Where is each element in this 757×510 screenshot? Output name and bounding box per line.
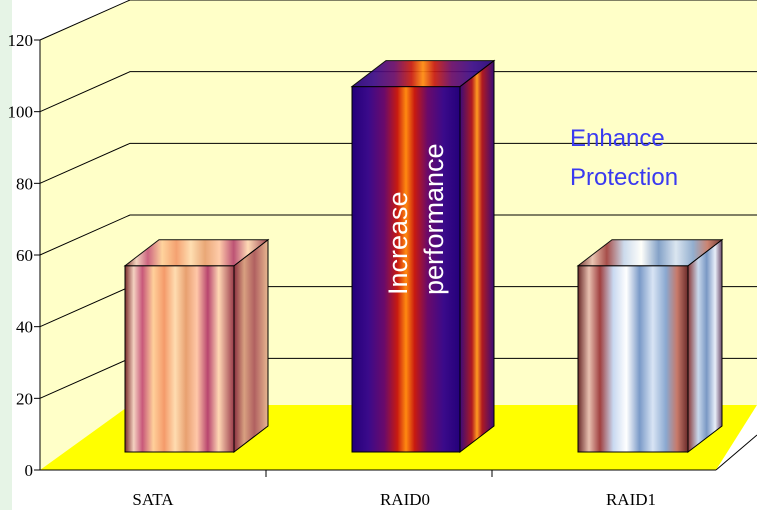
bar-front-face	[577, 265, 689, 453]
bar-raid0	[350, 59, 496, 454]
bar-side-face	[233, 238, 269, 454]
bar-top-face	[576, 239, 724, 267]
bar-raid1	[576, 238, 724, 454]
y-tick-label: 20	[16, 389, 33, 408]
page-left-strip	[0, 0, 12, 510]
y-tick-label: 60	[16, 246, 33, 265]
floor-front-edge	[715, 434, 757, 471]
bar-sata	[123, 238, 270, 454]
gridline	[39, 0, 757, 41]
gridline	[39, 71, 757, 113]
bar-top-face	[123, 239, 270, 267]
bar-side-face	[459, 59, 495, 454]
x-axis-labels: SATA RAID0 RAID1	[132, 470, 656, 509]
x-category-label: SATA	[132, 490, 174, 509]
gridline	[39, 214, 757, 256]
y-tick-label: 100	[8, 103, 34, 122]
gridline	[39, 142, 757, 184]
annotation-increase-line2: performance	[419, 143, 449, 295]
y-tick-label: 40	[16, 318, 33, 337]
y-tick-label: 80	[16, 174, 33, 193]
annotation-increase-line1: Increase	[383, 191, 413, 295]
bar-top-face	[350, 60, 496, 88]
x-category-label: RAID0	[380, 490, 430, 509]
y-axis: 0 20 40 60 80 100 120	[8, 31, 40, 480]
y-tick-label: 0	[25, 461, 34, 480]
bar-front-face	[124, 265, 235, 453]
bars	[123, 59, 724, 454]
x-category-label: RAID1	[606, 490, 656, 509]
y-tick-label: 120	[8, 31, 34, 50]
annotation-enhance-line2: Protection	[570, 164, 678, 191]
bar-side-face	[687, 238, 723, 454]
bar-front-face	[351, 86, 461, 453]
annotation-enhance-line1: Enhance	[570, 125, 665, 152]
